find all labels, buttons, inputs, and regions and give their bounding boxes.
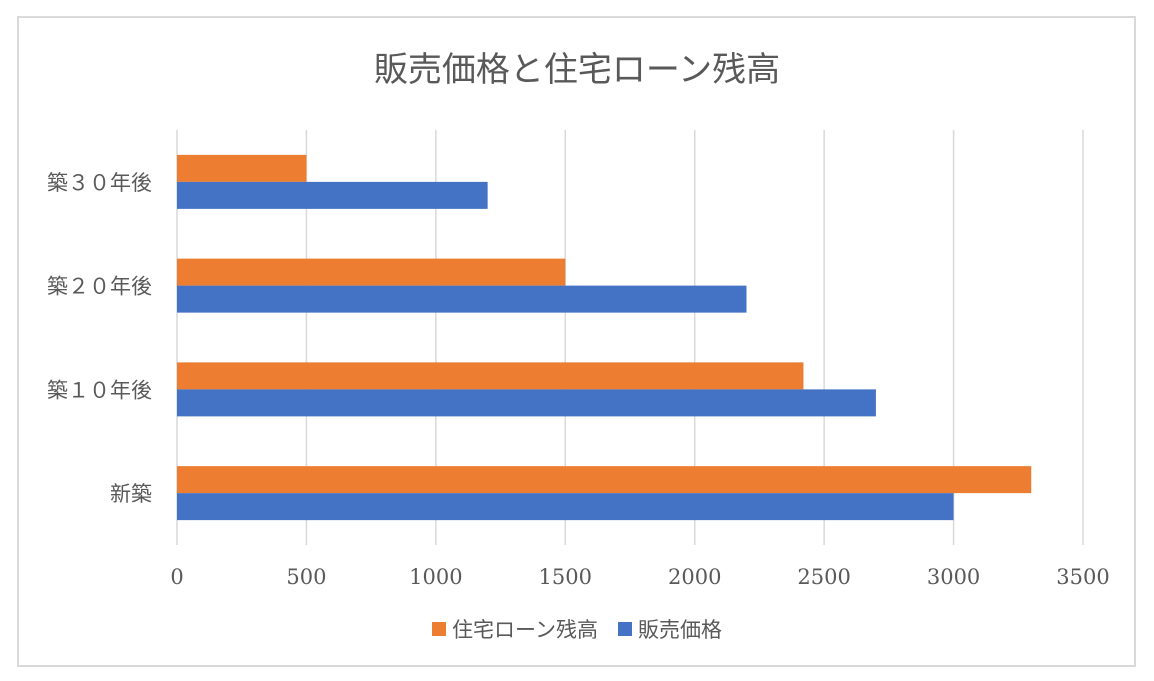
x-tick-label: 500 <box>286 565 326 589</box>
legend-swatch-price <box>617 622 632 636</box>
legend-item-loan: 住宅ローン残高 <box>432 614 598 644</box>
x-axis-ticks: 0 500 1000 1500 2000 2500 3000 3500 <box>170 565 1109 589</box>
legend-item-price: 販売価格 <box>617 614 722 644</box>
bar-loan <box>177 258 566 286</box>
bar-price <box>177 181 488 209</box>
category-label: 新築 <box>110 482 152 506</box>
x-tick-label: 0 <box>170 565 183 589</box>
bar-loan <box>177 154 307 182</box>
chart-title: 販売価格と住宅ローン残高 <box>373 50 781 90</box>
x-tick-label: 2500 <box>797 565 850 589</box>
category-label: 築２０年後 <box>47 275 152 299</box>
legend-label-loan: 住宅ローン残高 <box>452 618 598 642</box>
chart-frame <box>17 16 1136 667</box>
bar-price <box>177 493 954 521</box>
bar-loan <box>177 466 1032 494</box>
y-axis-categories: 新築 築１０年後 築２０年後 築３０年後 <box>47 171 152 506</box>
x-tick-label: 1000 <box>409 565 462 589</box>
bar-price <box>177 285 747 313</box>
legend: 住宅ローン残高 販売価格 <box>0 614 1154 644</box>
bar-price <box>177 389 876 417</box>
bars <box>177 154 1032 521</box>
category-label: 築３０年後 <box>47 171 152 195</box>
legend-label-price: 販売価格 <box>637 618 722 642</box>
bar-loan <box>177 362 804 390</box>
category-label: 築１０年後 <box>47 378 152 402</box>
x-tick-label: 2000 <box>668 565 721 589</box>
x-tick-label: 3000 <box>927 565 980 589</box>
legend-swatch-loan <box>432 622 447 636</box>
x-tick-label: 1500 <box>539 565 592 589</box>
x-tick-label: 3500 <box>1056 565 1109 589</box>
